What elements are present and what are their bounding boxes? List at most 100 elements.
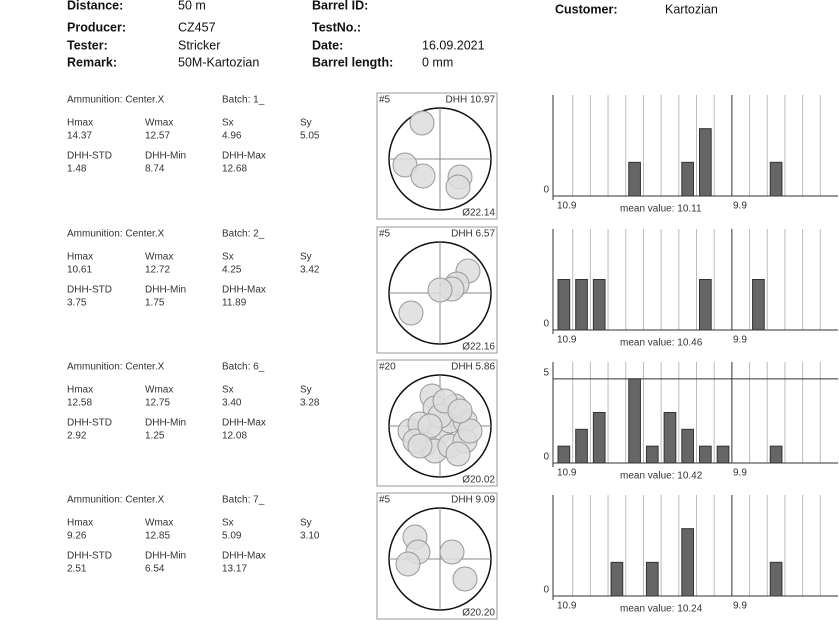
shot [445, 174, 471, 200]
stat-value: 12.68 [222, 164, 247, 175]
bar [681, 528, 694, 597]
stat-label: DHH-Min [145, 551, 186, 562]
stat-value: 14.37 [67, 131, 92, 142]
stat-label: Sx [222, 518, 234, 529]
dhh: DHH 9.09 [451, 495, 495, 506]
target-frame [376, 492, 498, 620]
field-value: 0 mm [422, 55, 453, 69]
mean-value: mean value: 10.11 [620, 204, 702, 215]
field-label: Date: [312, 38, 343, 52]
stat-label: Sy [300, 518, 312, 529]
mean-value: mean value: 10.42 [620, 471, 703, 482]
bar [592, 412, 606, 464]
shot [409, 110, 435, 136]
batch: Batch: 7_ [222, 495, 265, 506]
x-label-right: 9.9 [733, 468, 747, 479]
stat-value: 10.61 [67, 265, 92, 276]
stat-label: DHH-STD [67, 285, 112, 296]
bar [681, 428, 694, 464]
stat-value: 2.51 [67, 564, 87, 575]
bar [699, 128, 712, 197]
dhh: DHH 10.97 [446, 95, 496, 106]
stat-value: 1.75 [145, 298, 165, 309]
stat-value: 12.58 [67, 398, 92, 409]
diameter: Ø20.02 [462, 475, 495, 486]
stat-value: 13.17 [222, 564, 247, 575]
batch: Batch: 2_ [222, 229, 265, 240]
bar [575, 428, 588, 464]
bar [610, 561, 624, 597]
bar [575, 279, 588, 331]
field-value: 50 m [178, 0, 206, 12]
target-frame [376, 359, 498, 487]
target-frame [376, 226, 498, 354]
stat-value: 3.10 [300, 531, 320, 542]
field-value: 16.09.2021 [422, 38, 485, 52]
y-tick-label: 0 [543, 185, 549, 196]
ammunition: Ammunition: Center.X [67, 229, 165, 240]
stat-label: Wmax [145, 252, 173, 263]
y-tick-label: 0 [543, 585, 549, 596]
shot-count: #20 [379, 362, 396, 373]
batch: Batch: 1_ [222, 95, 265, 106]
stat-value: 12.72 [145, 265, 170, 276]
diameter: Ø22.16 [462, 342, 495, 353]
shot [398, 300, 424, 326]
stat-label: Wmax [145, 385, 173, 396]
bar [645, 445, 659, 464]
shot [392, 152, 418, 178]
stat-value: 5.09 [222, 531, 242, 542]
bar [699, 445, 712, 464]
stat-label: Hmax [67, 385, 93, 396]
stat-label: Sx [222, 252, 234, 263]
bar [752, 279, 765, 331]
bar [769, 445, 783, 464]
stat-value: 11.89 [222, 298, 247, 309]
stat-value: 8.74 [145, 164, 165, 175]
field-value: Stricker [178, 38, 220, 52]
diameter: Ø22.14 [462, 208, 495, 219]
shot-count: #5 [379, 229, 391, 240]
field-label: Producer: [67, 20, 126, 34]
field-label: Distance: [67, 0, 123, 12]
stat-value: 3.28 [300, 398, 320, 409]
stat-value: 12.57 [145, 131, 170, 142]
ammunition: Ammunition: Center.X [67, 495, 165, 506]
stat-label: DHH-Max [222, 285, 266, 296]
bar [663, 412, 677, 464]
field-label: Tester: [67, 38, 108, 52]
stat-label: DHH-STD [67, 418, 112, 429]
field-label: Barrel ID: [312, 0, 368, 12]
stat-label: DHH-Max [222, 551, 266, 562]
dhh: DHH 5.86 [451, 362, 495, 373]
stat-value: 12.75 [145, 398, 170, 409]
shot [447, 398, 473, 424]
y-tick-label: 0 [543, 452, 549, 463]
bar [592, 279, 606, 331]
stat-label: Sy [300, 118, 312, 129]
x-label-left: 10.9 [557, 335, 577, 346]
ammunition: Ammunition: Center.X [67, 95, 165, 106]
shot [410, 163, 436, 189]
stat-value: 1.48 [67, 164, 87, 175]
batch: Batch: 6_ [222, 362, 265, 373]
stat-label: DHH-Min [145, 418, 186, 429]
y-tick-label: 5 [543, 367, 549, 378]
field-value: CZ457 [178, 20, 216, 34]
shot [395, 551, 421, 577]
stat-value: 3.75 [67, 298, 87, 309]
field-value: 50M-Kartozian [178, 55, 259, 69]
bar [769, 561, 783, 597]
stat-value: 12.85 [145, 531, 170, 542]
bar [716, 445, 730, 464]
stat-label: Hmax [67, 252, 93, 263]
bar [699, 279, 712, 331]
x-label-left: 10.9 [557, 468, 577, 479]
stat-label: Sy [300, 252, 312, 263]
stat-value: 2.92 [67, 431, 87, 442]
bar [681, 161, 694, 197]
stat-value: 4.25 [222, 265, 242, 276]
stat-value: 3.42 [300, 265, 320, 276]
stat-label: DHH-STD [67, 151, 112, 162]
